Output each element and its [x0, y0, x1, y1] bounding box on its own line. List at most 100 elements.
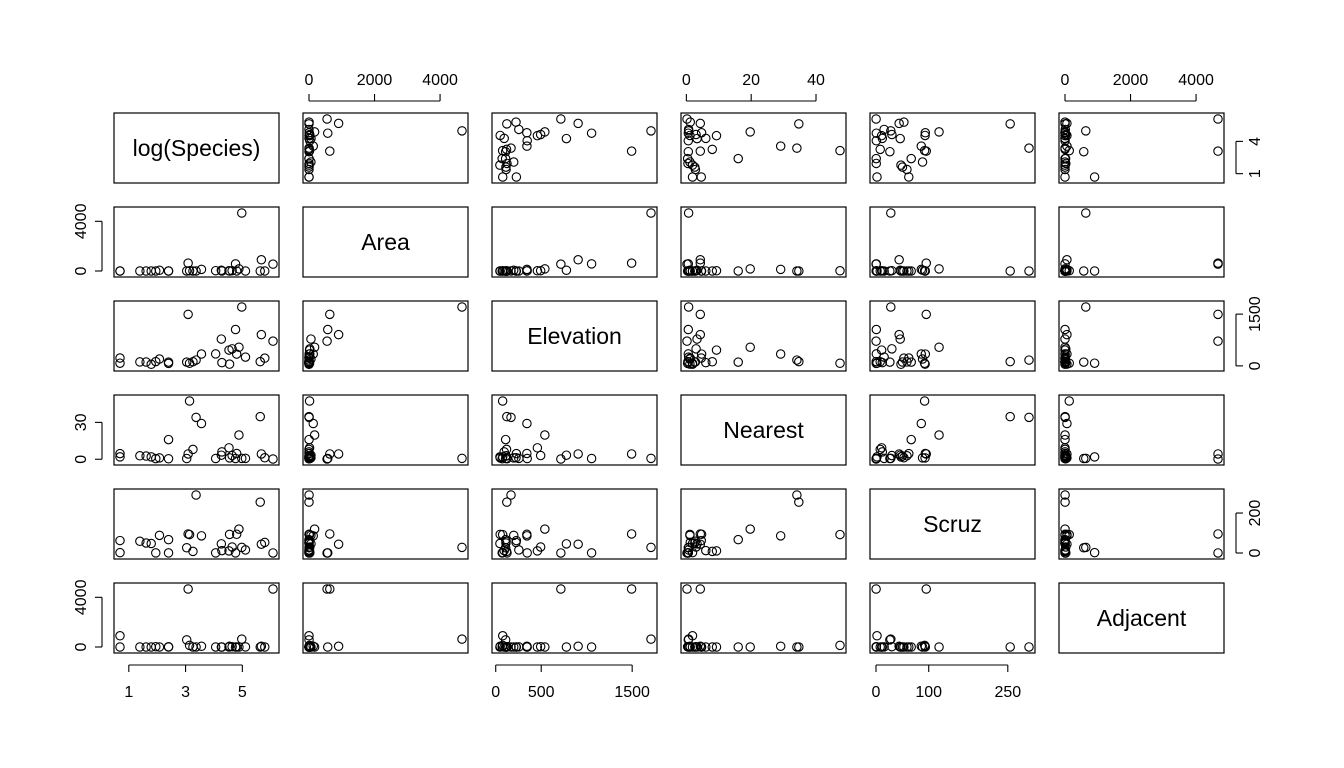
data-point — [711, 546, 722, 556]
data-point — [151, 548, 161, 558]
data-point — [231, 448, 242, 459]
data-point — [304, 352, 314, 362]
data-point — [240, 545, 251, 555]
data-point — [308, 418, 318, 429]
panel-area-vs-area: Area — [302, 206, 469, 278]
data-point — [115, 452, 125, 462]
data-point — [184, 640, 195, 651]
data-point — [1060, 124, 1071, 135]
data-point — [919, 396, 930, 406]
data-point — [904, 172, 914, 182]
tick-label: 2000 — [357, 72, 393, 89]
data-point — [135, 536, 145, 547]
panel-scruz-vs-adjacent — [1058, 488, 1225, 560]
data-point — [687, 172, 698, 182]
data-point — [711, 130, 722, 141]
data-point — [506, 412, 516, 423]
data-point — [1024, 143, 1034, 153]
data-point — [191, 490, 201, 500]
data-point — [646, 453, 656, 464]
data-point — [683, 124, 694, 135]
data-point — [1005, 119, 1015, 129]
panel-area-vs-elevation — [491, 206, 658, 278]
data-point — [309, 642, 320, 652]
data-point — [260, 642, 270, 652]
data-point — [1005, 266, 1015, 276]
data-point — [1060, 497, 1070, 507]
data-point — [707, 144, 718, 155]
data-point — [141, 538, 151, 548]
data-point — [887, 129, 897, 140]
data-point — [920, 642, 931, 652]
data-point — [227, 265, 237, 276]
data-point — [502, 642, 512, 652]
data-point — [540, 127, 550, 137]
data-point — [495, 160, 505, 170]
data-point — [183, 449, 193, 459]
tick-label: 200 — [1247, 500, 1264, 527]
data-point — [500, 434, 511, 445]
data-point — [934, 127, 944, 137]
data-point — [255, 497, 265, 507]
data-point — [237, 634, 247, 644]
data-point — [683, 642, 694, 652]
data-point — [696, 128, 707, 138]
data-point — [304, 529, 314, 540]
data-point — [141, 642, 151, 652]
data-point — [268, 584, 278, 594]
data-point — [309, 524, 320, 534]
tick-label: 0 — [73, 266, 90, 275]
data-point — [877, 357, 888, 368]
data-point — [522, 529, 532, 540]
data-point — [309, 342, 320, 352]
data-point — [626, 146, 637, 156]
data-point — [920, 130, 930, 141]
data-point — [573, 255, 583, 265]
data-point — [872, 631, 882, 641]
data-point — [234, 642, 244, 652]
tick-label: 250 — [994, 684, 1021, 701]
data-point — [792, 490, 802, 500]
data-point — [522, 141, 532, 151]
data-point — [497, 145, 508, 156]
data-point — [1060, 352, 1071, 362]
data-point — [322, 336, 332, 346]
data-point — [227, 450, 237, 461]
data-point — [1060, 534, 1070, 545]
data-point — [695, 641, 706, 652]
variable-label: Adjacent — [1097, 605, 1187, 631]
data-point — [240, 266, 251, 276]
panel-frame — [680, 394, 847, 466]
data-point — [1079, 146, 1089, 157]
data-point — [1213, 529, 1223, 539]
data-point — [1079, 357, 1089, 367]
data-point — [322, 453, 333, 464]
data-point — [495, 453, 505, 463]
panel-scruz-vs-area — [302, 488, 469, 560]
data-point — [573, 539, 583, 549]
data-point — [502, 158, 512, 169]
data-point — [794, 266, 804, 276]
data-point — [532, 642, 543, 652]
data-point — [879, 642, 889, 652]
top-axis-area: 0 2000 4000 — [305, 72, 458, 102]
panel-log-species-vs-log-species: log(Species) — [113, 112, 280, 184]
data-point — [255, 411, 265, 422]
data-point — [896, 359, 906, 370]
data-point — [1060, 164, 1070, 175]
panel-frame — [1058, 112, 1225, 184]
panel-frame — [113, 112, 280, 184]
data-point — [556, 548, 566, 558]
data-point — [154, 453, 165, 463]
data-point — [871, 135, 882, 146]
data-point — [514, 453, 524, 464]
data-point — [792, 143, 802, 153]
data-point — [707, 266, 718, 276]
panel-frame — [113, 582, 280, 654]
data-point — [920, 128, 931, 138]
data-point — [256, 641, 267, 652]
data-point — [255, 642, 265, 652]
data-point — [695, 584, 706, 594]
data-point — [184, 529, 195, 540]
